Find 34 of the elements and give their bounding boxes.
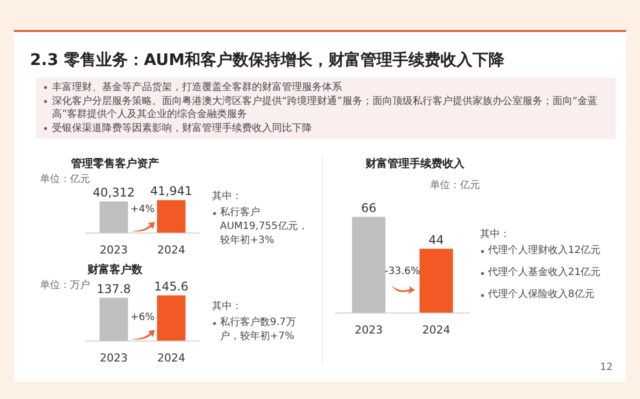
annotation: +6% [129,312,156,322]
text: 代理个人理财收入12亿元 [488,245,601,256]
x-tick-label: 2024 [422,323,450,336]
x-tick-label: 2024 [157,351,186,364]
data-label: 66 [361,200,376,215]
text: 深化客户分层服务策略。面向粤港澳大湾区客户提供“跨境理财通”服务；面向顶级私行客户提供家族办公室服务；面向“金蓝高”客群提供个人及其企业的综合金融类服务 [52,96,598,120]
text: 代理个人基金收入21亿元 [488,267,601,278]
text: 其中： [212,191,242,202]
data-label: 40,312 [92,185,135,200]
x-tick-label: 2023 [100,351,128,364]
x-tick-label: 2023 [354,323,383,336]
y-axis-title: 单位：亿元 [430,178,480,192]
text: 12 [600,362,613,373]
text: 丰富理财、基金等产品货架，打造覆盖全客群的财富管理服务体系 [52,82,342,93]
text: 2.3 零售业务：AUM和客户数保持增长，财富管理手续费收入下降 [30,50,505,71]
x-tick-label: 2023 [100,243,128,256]
text: 受银保渠道降费等因素影响，财富管理手续费收入同比下降 [52,123,312,134]
x-tick-label: 2024 [157,243,186,256]
y-axis-title: 单位：万户 [40,278,90,292]
chart-title: 管理零售客户资产 [70,156,160,171]
annotation: +4% [129,204,156,214]
chart-title: 财富客户数 [86,262,144,277]
data-label: 44 [428,232,444,247]
data-label: 41,941 [150,184,192,198]
text: 代理个人保险收入8亿元 [488,289,594,300]
data-label: 137.8 [96,282,131,296]
text: 私行客户数9.7万户，较年初+7% [220,317,296,342]
text: 其中： [212,301,242,312]
chart-title: 财富管理手续费收入 [364,156,466,171]
text: 私行客户AUM19,755亿元，较年初+3% [220,207,308,246]
data-label: 145.6 [154,280,188,294]
y-axis-title: 单位：亿元 [40,172,90,186]
text: 其中： [480,229,510,240]
annotation: -33.6% [384,266,422,277]
